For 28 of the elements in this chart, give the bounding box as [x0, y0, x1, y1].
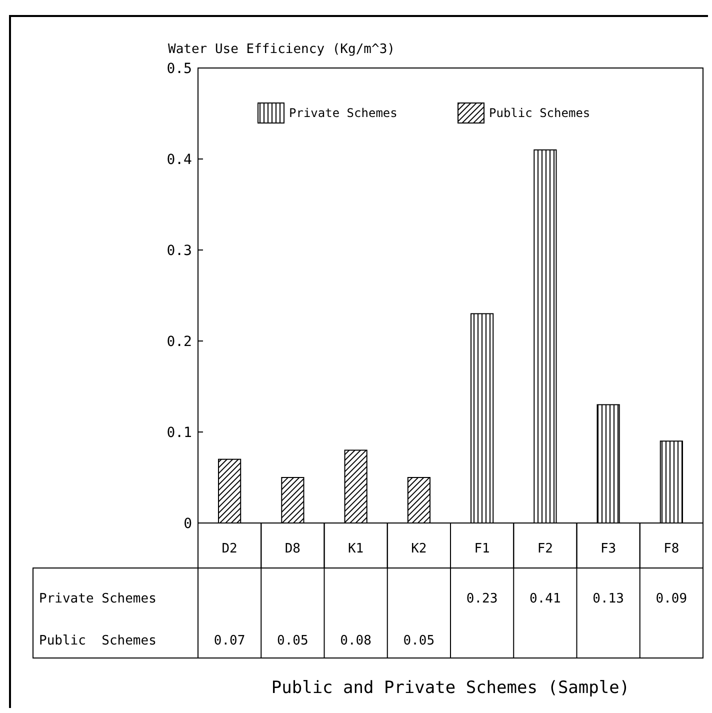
x-tick-label: F2: [537, 542, 554, 557]
data-label: 0.05: [403, 634, 435, 649]
data-label: 0.07: [214, 634, 246, 649]
data-label: 0.23: [466, 592, 498, 607]
data-label: 0.13: [592, 592, 624, 607]
data-label: 0.41: [530, 592, 561, 607]
x-tick-label: D2: [222, 542, 238, 557]
x-tick-label: D8: [284, 542, 301, 557]
data-label: 0.05: [277, 634, 308, 649]
x-tick-label: F8: [664, 542, 680, 557]
y-tick-label: 0.2: [166, 334, 192, 350]
data-label: 0.08: [340, 634, 372, 649]
data-label: 0.09: [656, 592, 688, 607]
y-tick-label: 0.1: [166, 424, 192, 441]
text: Private Schemes: [39, 592, 156, 607]
x-tick-label: K1: [348, 542, 364, 557]
y-tick-label: 0.3: [166, 242, 192, 259]
text: Public and Private Schemes (Sample): [271, 678, 630, 698]
text: Public Schemes: [39, 634, 156, 649]
legend-label: Public Schemes: [489, 106, 590, 120]
x-tick-label: F1: [474, 542, 490, 557]
x-tick-label: K2: [411, 542, 427, 557]
legend-label: Private Schemes: [289, 106, 398, 120]
y-tick-label: 0: [184, 516, 192, 532]
y-tick-label: 0.4: [166, 152, 192, 168]
x-tick-label: F3: [600, 542, 616, 557]
y-tick-label: 0.5: [166, 60, 192, 77]
y-axis-title: Water Use Efficiency (Kg/m^3): [168, 42, 395, 57]
